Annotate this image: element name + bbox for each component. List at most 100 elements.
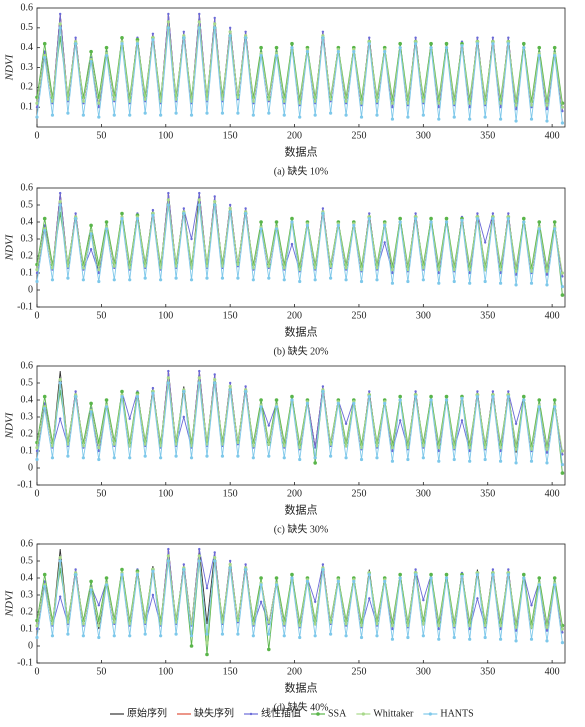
point xyxy=(198,191,201,195)
point xyxy=(58,26,62,30)
point xyxy=(329,276,333,280)
point xyxy=(167,12,170,16)
x-tick-label: 0 xyxy=(35,310,40,321)
point xyxy=(112,113,116,117)
caption: (a) 缺失 10% xyxy=(274,164,328,177)
legend-label: HANTS xyxy=(440,708,473,719)
point xyxy=(468,459,472,463)
point xyxy=(35,457,39,462)
point xyxy=(236,618,240,623)
point xyxy=(313,113,317,117)
point xyxy=(329,632,333,636)
point xyxy=(522,576,526,580)
point xyxy=(174,276,178,280)
point xyxy=(182,30,186,33)
point xyxy=(313,266,317,270)
plot-frame xyxy=(36,365,566,486)
point xyxy=(182,211,186,216)
point xyxy=(444,216,449,221)
point xyxy=(298,268,302,272)
point xyxy=(437,271,440,275)
point xyxy=(529,103,534,107)
y-tick-label: 0 xyxy=(28,462,33,473)
point xyxy=(166,203,170,207)
point xyxy=(545,447,549,451)
point xyxy=(220,454,225,458)
x-tick-label: 50 xyxy=(96,488,106,499)
point xyxy=(329,111,333,115)
point xyxy=(35,635,39,640)
point xyxy=(159,278,163,282)
point xyxy=(213,381,217,385)
point xyxy=(429,572,433,577)
plot-frame xyxy=(36,187,566,308)
point xyxy=(174,111,178,115)
point xyxy=(514,119,518,123)
point xyxy=(406,457,410,462)
point xyxy=(452,624,456,628)
point xyxy=(429,394,433,399)
point xyxy=(274,45,279,50)
point xyxy=(189,278,194,282)
point xyxy=(406,635,410,640)
point xyxy=(329,620,333,624)
point xyxy=(66,276,70,280)
point xyxy=(437,624,441,628)
point xyxy=(244,36,248,40)
point xyxy=(228,30,232,34)
point xyxy=(274,220,279,224)
point xyxy=(468,281,472,285)
point xyxy=(406,115,410,119)
point xyxy=(298,446,302,450)
point xyxy=(506,573,510,577)
point xyxy=(390,637,395,641)
point xyxy=(81,266,85,270)
point xyxy=(406,279,410,284)
x-tick-label: 200 xyxy=(287,666,302,677)
point xyxy=(460,218,464,222)
point xyxy=(43,228,47,233)
point xyxy=(43,55,47,60)
point xyxy=(561,109,564,113)
point xyxy=(398,394,402,399)
x-tick-label: 100 xyxy=(158,130,173,141)
point xyxy=(143,264,147,268)
point xyxy=(305,579,310,584)
point xyxy=(89,59,93,64)
point xyxy=(552,220,557,224)
point xyxy=(244,207,247,210)
point xyxy=(166,559,170,563)
y-tick-label: 0.5 xyxy=(21,199,34,210)
point xyxy=(267,264,271,268)
point xyxy=(560,293,565,297)
point xyxy=(507,212,510,215)
point xyxy=(375,113,379,117)
point xyxy=(475,217,480,221)
y-tick-label: 0.3 xyxy=(21,411,34,422)
x-tick-label: 150 xyxy=(223,666,238,677)
point xyxy=(81,113,85,117)
point xyxy=(97,635,101,640)
point xyxy=(476,390,479,393)
x-tick-label: 50 xyxy=(96,130,106,141)
point xyxy=(166,554,170,558)
point xyxy=(174,632,178,636)
point xyxy=(537,576,542,580)
point xyxy=(213,556,217,560)
point xyxy=(128,634,132,638)
point xyxy=(545,283,549,287)
point xyxy=(529,117,534,121)
caption: (d) 缺失 40% xyxy=(274,700,329,713)
point xyxy=(290,572,294,577)
point xyxy=(298,101,302,105)
y-tick-label: 0 xyxy=(28,284,33,295)
point xyxy=(197,559,201,563)
series-line xyxy=(36,204,563,287)
point xyxy=(189,456,194,460)
point xyxy=(313,634,317,638)
point xyxy=(476,212,479,215)
series-line xyxy=(36,555,563,643)
legend-label: SSA xyxy=(328,708,347,719)
x-tick-label: 400 xyxy=(545,130,560,141)
point xyxy=(514,283,518,287)
